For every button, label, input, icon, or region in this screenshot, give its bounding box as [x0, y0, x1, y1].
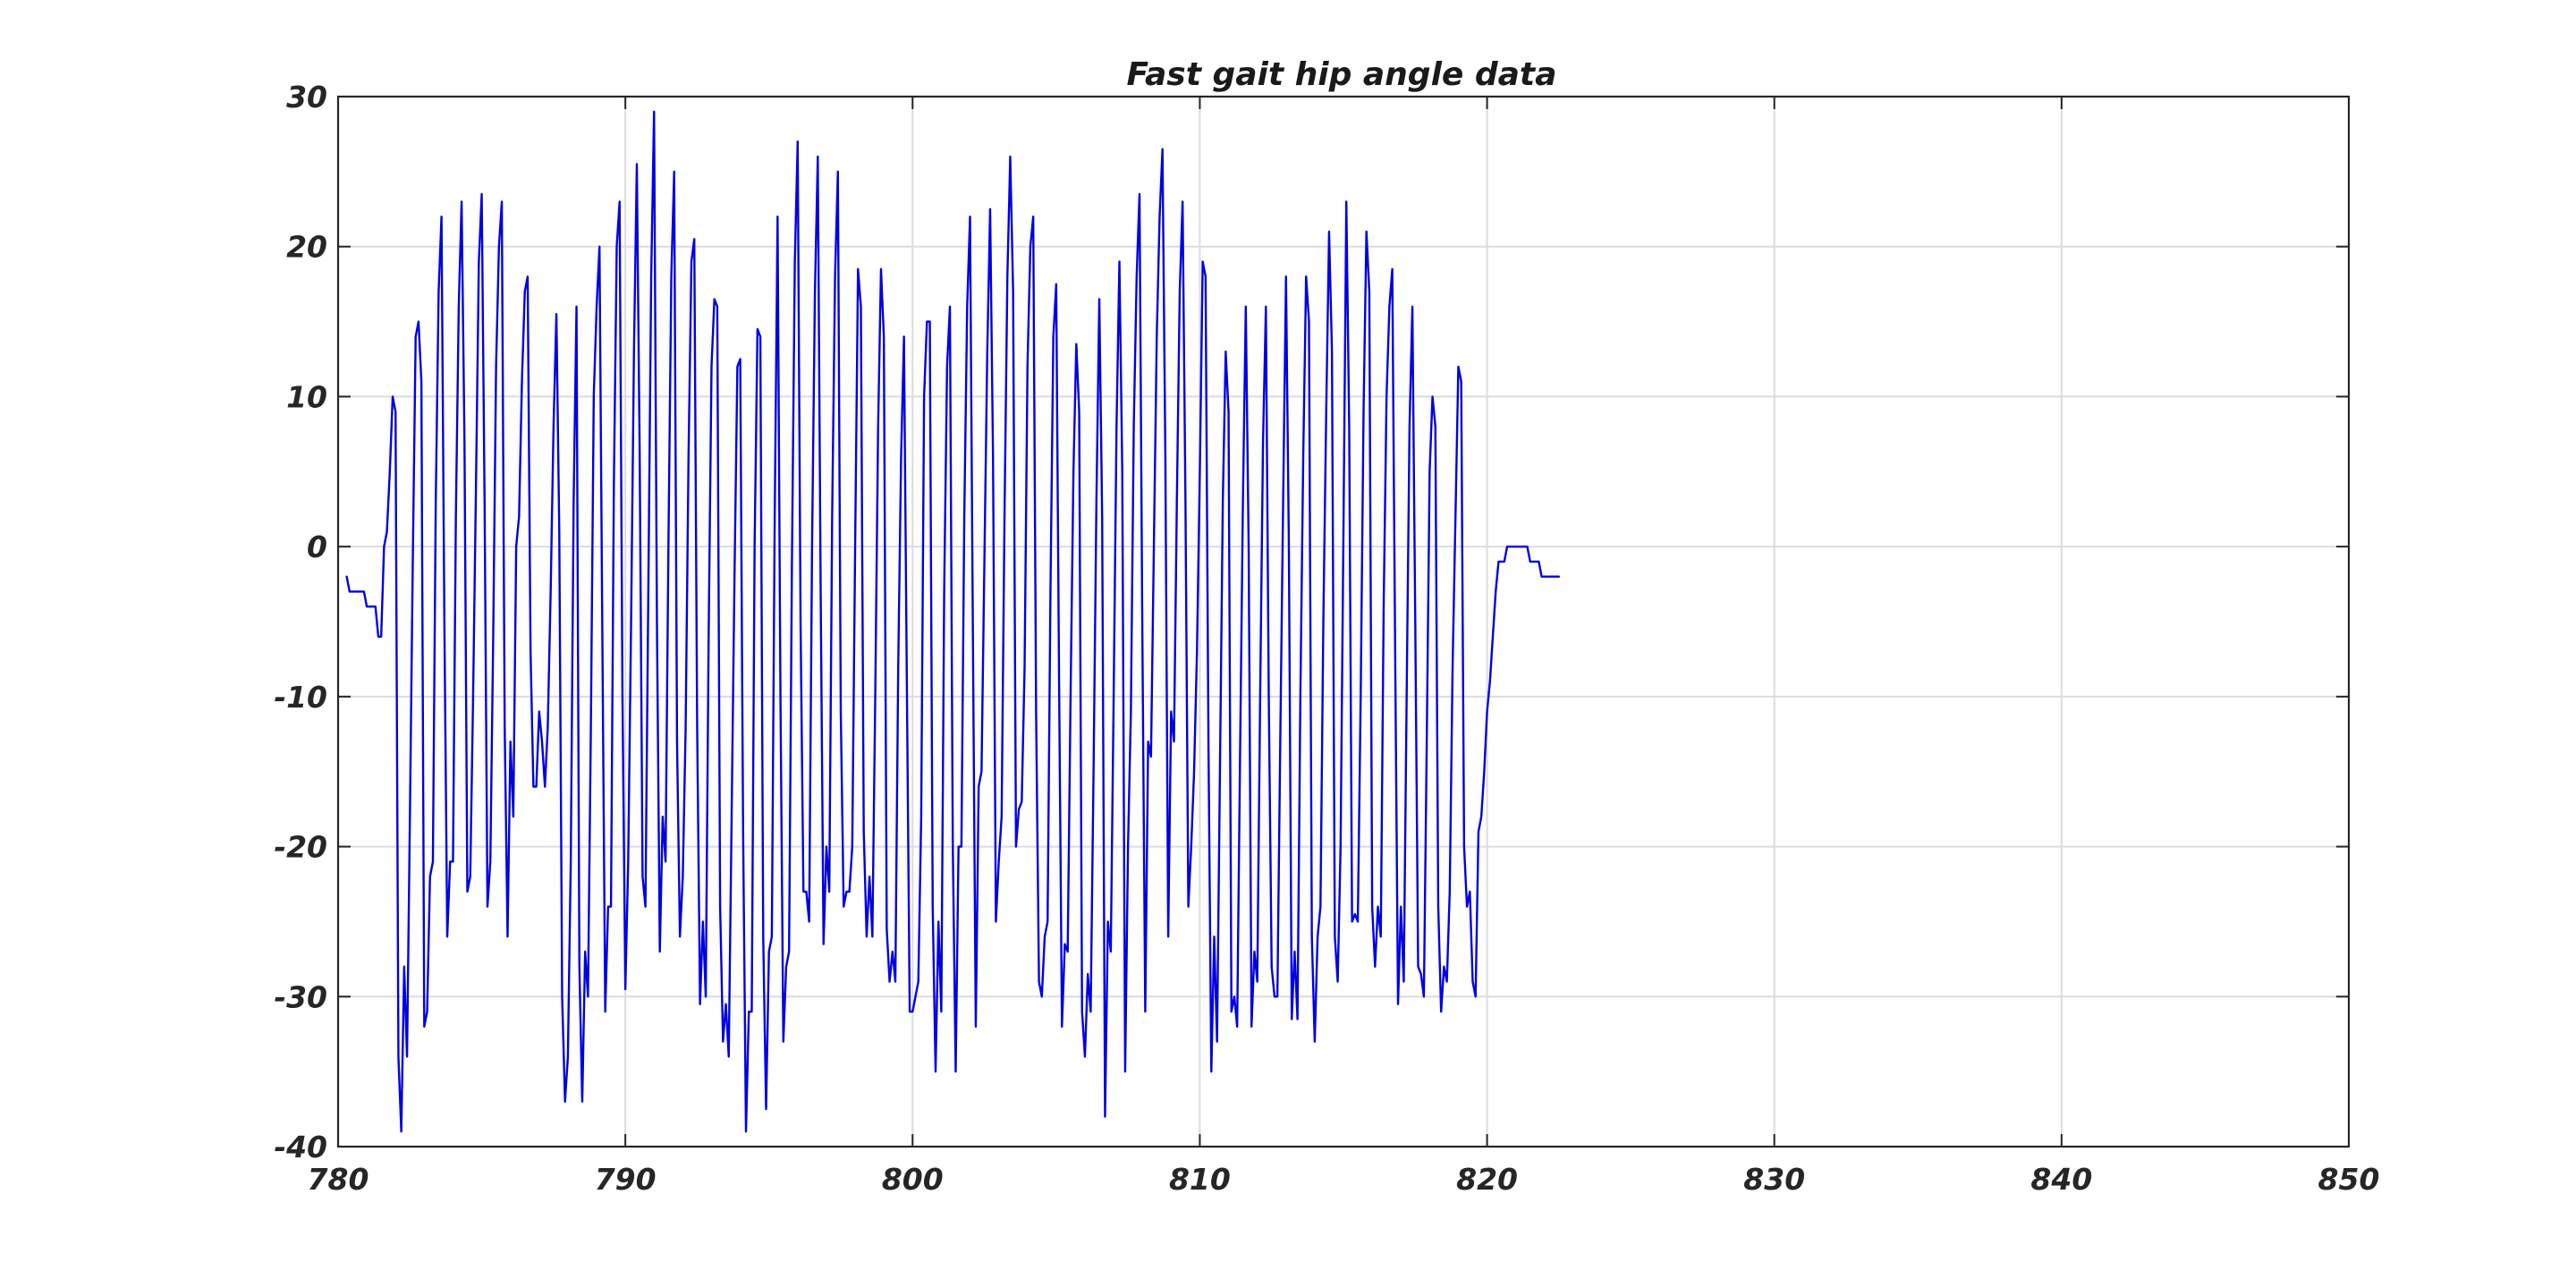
- x-tick-label: 830: [1743, 1162, 1805, 1197]
- axes-box: [336, 95, 2351, 1148]
- y-tick-label: -20: [274, 830, 327, 865]
- x-tick-label: 780: [308, 1162, 369, 1197]
- series-layer: [345, 110, 1561, 1133]
- x-tick-label: 810: [1169, 1162, 1231, 1197]
- y-tick-label: -30: [274, 979, 327, 1014]
- chart-title: Fast gait hip angle data: [1127, 56, 1557, 93]
- x-tick-labels: 780 790 800 810 820 830 840 850: [308, 1162, 2380, 1197]
- y-tick-label: 30: [286, 80, 327, 114]
- x-tick-label: 800: [882, 1162, 944, 1197]
- y-tick-labels: 30 20 10 0 -10 -20 -30 -40: [274, 80, 327, 1165]
- y-tick-label: 20: [286, 230, 327, 265]
- y-tick-label: -10: [274, 680, 327, 715]
- x-tick-label: 840: [2030, 1162, 2092, 1197]
- y-tick-label: -40: [274, 1130, 327, 1165]
- x-tick-label: 820: [1456, 1162, 1518, 1197]
- tick-marks: [337, 96, 2350, 1148]
- x-tick-label: 790: [595, 1162, 657, 1197]
- y-tick-label: 10: [286, 379, 327, 414]
- series-line: [345, 110, 1561, 1133]
- y-tick-label: 0: [307, 529, 327, 564]
- x-tick-label: 850: [2318, 1162, 2380, 1197]
